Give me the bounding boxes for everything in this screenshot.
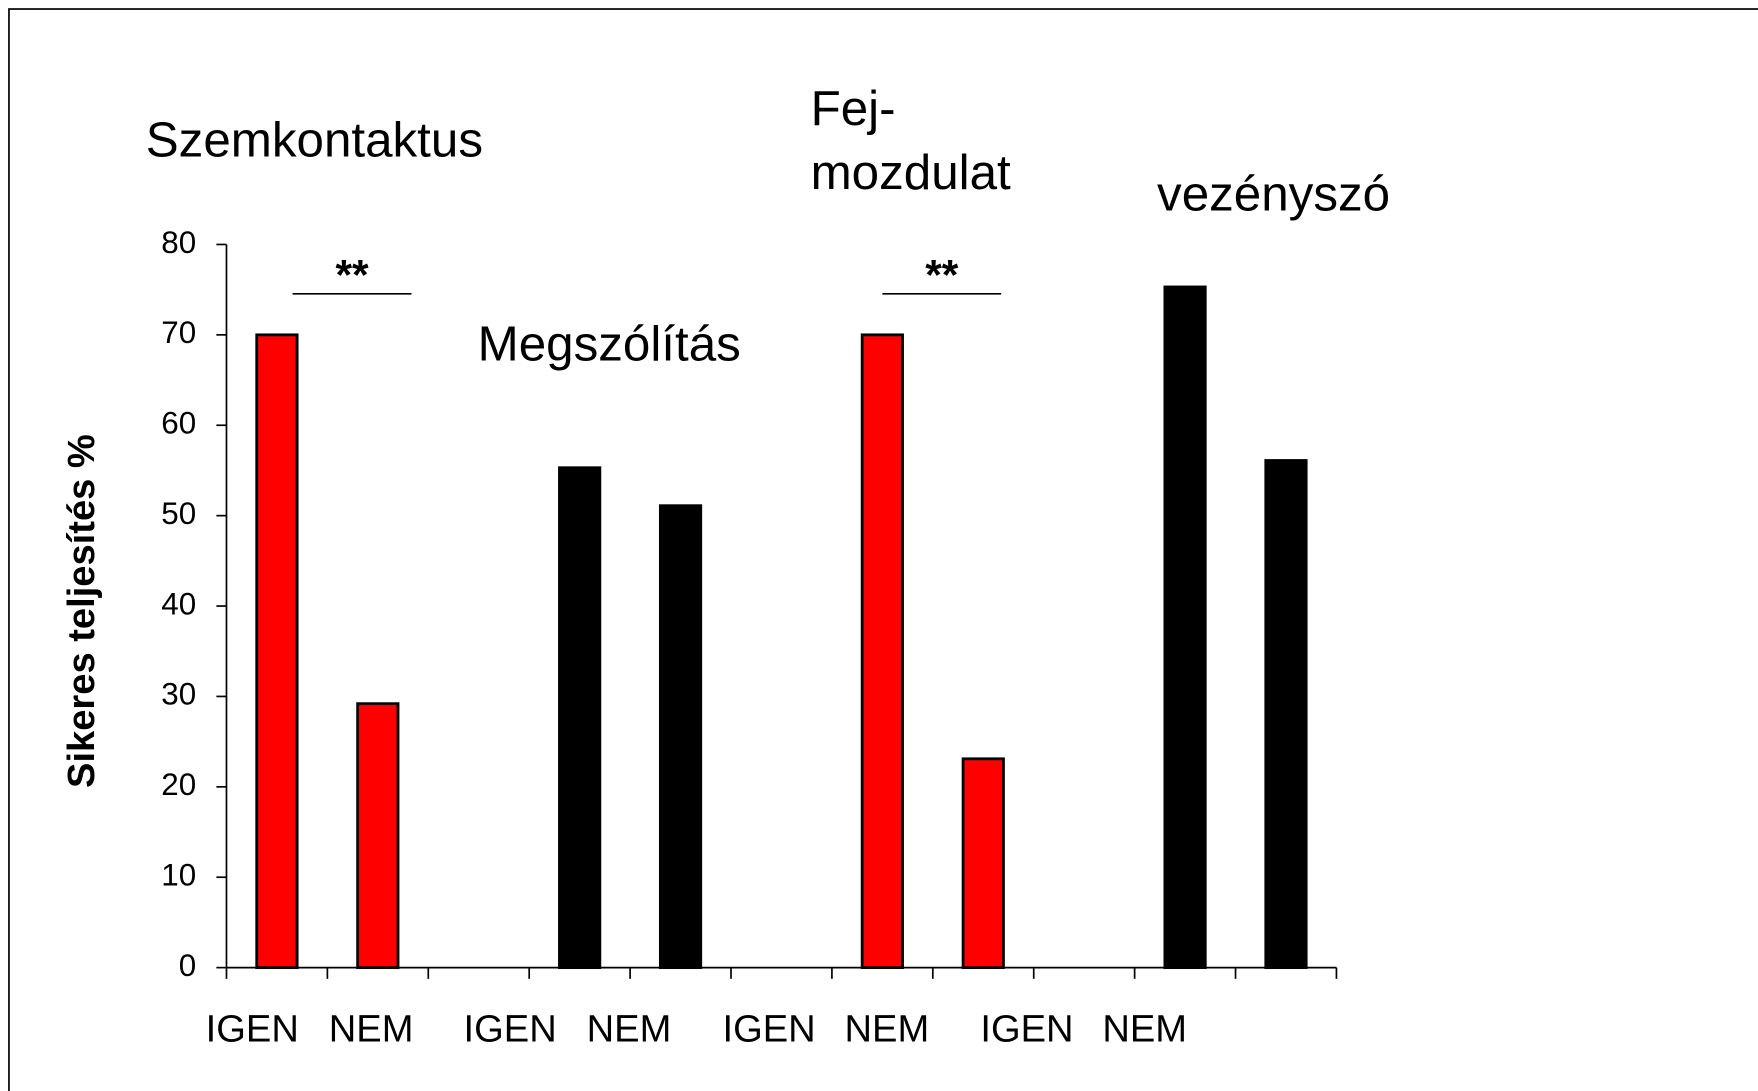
- group-label: Fej-: [811, 81, 896, 136]
- y-tick-label: 50: [161, 496, 196, 531]
- x-tick-label: IGEN: [980, 1009, 1073, 1051]
- bar: [255, 333, 299, 970]
- x-tick-label: IGEN: [464, 1009, 557, 1051]
- bar: [961, 757, 1005, 970]
- y-tick-label: 30: [161, 677, 196, 712]
- bar: [356, 702, 400, 970]
- bar: [558, 466, 602, 970]
- y-tick-label: 10: [161, 858, 196, 893]
- frame: [8, 8, 1758, 1091]
- y-tick-label: 60: [161, 406, 196, 441]
- x-tick-label: NEM: [329, 1009, 414, 1051]
- bar: [1163, 285, 1207, 970]
- y-tick-label: 80: [161, 225, 196, 260]
- significance-label: **: [925, 251, 959, 299]
- group-label: mozdulat: [811, 145, 1011, 200]
- group-label: vezényszó: [1157, 166, 1390, 221]
- bar: [658, 504, 703, 970]
- group-label: Megszólítás: [478, 317, 741, 372]
- x-tick-label: IGEN: [723, 1009, 816, 1051]
- y-axis-label: Sikeres teljesítés %: [61, 434, 103, 788]
- x-tick-label: IGEN: [206, 1009, 299, 1051]
- y-tick-label: 40: [161, 586, 196, 621]
- group-label: Szemkontaktus: [146, 113, 483, 168]
- x-tick-label: NEM: [587, 1009, 672, 1051]
- x-tick-label: NEM: [845, 1009, 930, 1051]
- significance-label: **: [335, 251, 369, 299]
- y-tick-label: 70: [161, 315, 196, 350]
- y-tick-label: 20: [161, 767, 196, 802]
- bar: [1264, 459, 1308, 970]
- y-tick-label: 0: [179, 948, 196, 983]
- bar: [860, 333, 904, 970]
- x-tick-label: NEM: [1102, 1009, 1187, 1051]
